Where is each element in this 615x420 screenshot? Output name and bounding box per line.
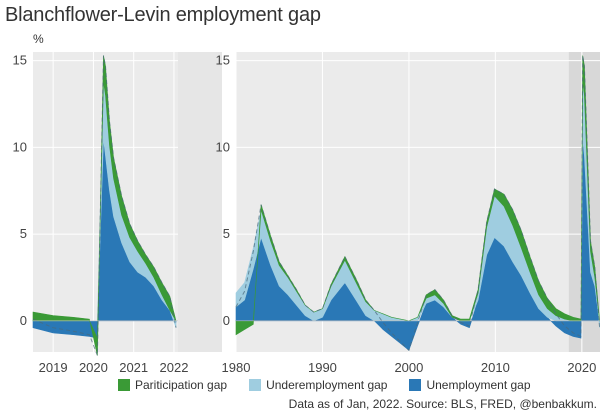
legend-item-unemployment: Unemployment gap [409, 378, 531, 392]
legend-item-underemployment: Underemployment gap [249, 378, 387, 392]
legend-item-participation: Pariticipation gap [118, 378, 227, 392]
panel-zoom-2019-2022: 0 5 10 15 2019 2020 2021 2022 [13, 52, 189, 375]
y-tick-label: 5 [20, 226, 27, 241]
y-tick-label: 15 [13, 53, 27, 68]
x-tick-label: 2022 [160, 360, 189, 375]
chart-title: Blanchflower-Levin employment gap [5, 4, 321, 26]
legend-swatch-unemployment [409, 379, 422, 391]
legend-swatch-underemployment [249, 379, 262, 391]
legend-label-underemployment: Underemployment gap [266, 378, 388, 392]
x-tick-label: 2010 [481, 360, 510, 375]
legend-swatch-participation [118, 379, 130, 391]
panel-full-1980-2022: 0 5 10 15 1980 1990 2000 2010 2020 [216, 52, 601, 375]
y-tick-label: 10 [216, 139, 230, 154]
x-tick-label: 2021 [119, 360, 148, 375]
total-gap-line [235, 55, 601, 352]
legend: Pariticipation gap Underemployment gap U… [118, 378, 531, 392]
x-tick-label: 2019 [39, 360, 68, 375]
source-note: Data as of Jan, 2022. Source: BLS, FRED,… [288, 397, 597, 411]
y-tick-label: 15 [216, 53, 230, 68]
legend-label-participation: Pariticipation gap [135, 378, 228, 392]
y-unit-label: % [33, 32, 44, 46]
y-tick-label: 0 [223, 313, 230, 328]
y-tick-label: 10 [13, 139, 27, 154]
x-tick-label: 1990 [308, 360, 337, 375]
zoom-connector [178, 52, 222, 352]
x-tick-label: 1980 [222, 360, 251, 375]
total-gap-line [32, 55, 177, 356]
y-tick-label: 0 [20, 313, 27, 328]
y-tick-label: 5 [223, 226, 230, 241]
x-tick-label: 2000 [394, 360, 423, 375]
x-tick-label: 2020 [567, 360, 596, 375]
x-tick-label: 2020 [79, 360, 108, 375]
legend-label-unemployment: Unemployment gap [426, 378, 531, 392]
